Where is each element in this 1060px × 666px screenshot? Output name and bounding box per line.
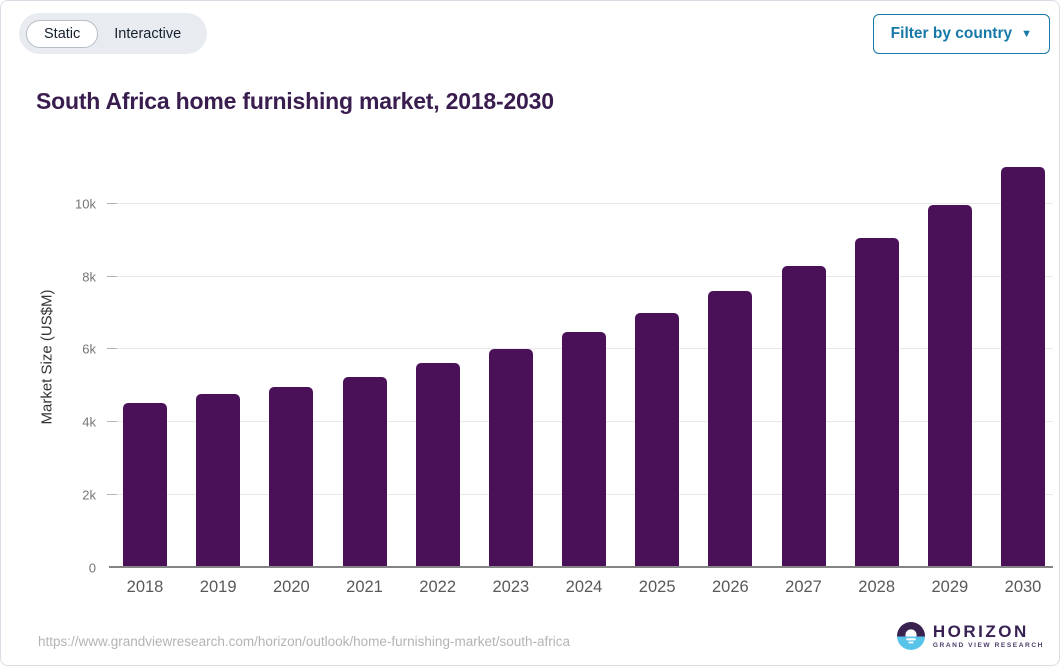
x-label-2023: 2023 — [492, 578, 530, 596]
x-label-2018: 2018 — [126, 578, 164, 596]
bar-2018 — [123, 402, 167, 568]
y-tick-label-2k: 2k — [82, 487, 96, 503]
y-tick-2k — [107, 494, 117, 496]
source-url: https://www.grandviewresearch.com/horizo… — [38, 634, 570, 649]
y-axis-title: Market Size (US$M) — [38, 289, 56, 425]
bar-2019 — [196, 393, 241, 568]
bar-2028 — [854, 237, 899, 568]
x-label-2028: 2028 — [858, 578, 896, 596]
x-label-2026: 2026 — [711, 578, 749, 596]
horizon-logo-icon — [896, 622, 925, 650]
x-label-2024: 2024 — [565, 578, 603, 596]
bar-2026 — [708, 290, 753, 568]
y-tick-label-10k: 10k — [75, 196, 96, 212]
bar-2021 — [342, 376, 387, 568]
bar-2023 — [488, 348, 533, 568]
caret-down-icon: ▼ — [1021, 27, 1032, 40]
x-label-2019: 2019 — [199, 578, 237, 596]
bar-2027 — [781, 265, 826, 568]
y-tick-4k — [107, 421, 117, 423]
toggle-static[interactable]: Static — [26, 19, 99, 48]
toggle-interactive[interactable]: Interactive — [102, 21, 193, 47]
y-tick-6k — [107, 348, 117, 350]
x-axis-line — [109, 566, 1053, 568]
horizon-logo: HORIZON GRAND VIEW RESEARCH — [896, 621, 1044, 650]
bar-2029 — [927, 205, 972, 568]
x-axis-labels: 2018 2019 2020 2021 2022 2023 2024 2025 2026 2027… — [109, 578, 1053, 602]
filter-by-country-button[interactable]: Filter by country ▼ — [872, 14, 1050, 54]
logo-subtitle: GRAND VIEW RESEARCH — [932, 642, 1044, 650]
x-label-2022: 2022 — [419, 578, 457, 596]
static-interactive-toggle: Static Interactive — [19, 13, 208, 54]
y-tick-label-8k: 8k — [82, 269, 96, 285]
y-tick-label-0: 0 — [88, 560, 96, 576]
x-label-2029: 2029 — [931, 578, 969, 596]
x-label-2021: 2021 — [346, 578, 383, 596]
x-label-2020: 2020 — [272, 578, 310, 596]
gridline-8k — [109, 275, 1053, 277]
bar-2025 — [635, 312, 680, 568]
logo-brand: HORIZON — [932, 621, 1029, 641]
bar-2020 — [269, 387, 314, 568]
y-tick-label-4k: 4k — [82, 414, 96, 430]
bar-2022 — [415, 362, 460, 568]
horizon-logo-text: HORIZON GRAND VIEW RESEARCH — [932, 621, 1044, 650]
x-label-2030: 2030 — [1004, 578, 1042, 596]
x-label-2027: 2027 — [785, 578, 822, 596]
x-label-2025: 2025 — [638, 578, 676, 596]
chart-title: South Africa home furnishing market, 201… — [36, 88, 554, 114]
plot-area: 0 2k 4k 6k 8k 10k — [75, 161, 1053, 576]
gridline-10k — [109, 202, 1053, 204]
bar-2030 — [1001, 167, 1045, 568]
bar-2024 — [562, 332, 606, 568]
y-tick-8k — [107, 275, 117, 277]
filter-button-label: Filter by country — [890, 25, 1013, 42]
y-tick-10k — [107, 202, 117, 204]
y-tick-label-6k: 6k — [82, 341, 96, 357]
